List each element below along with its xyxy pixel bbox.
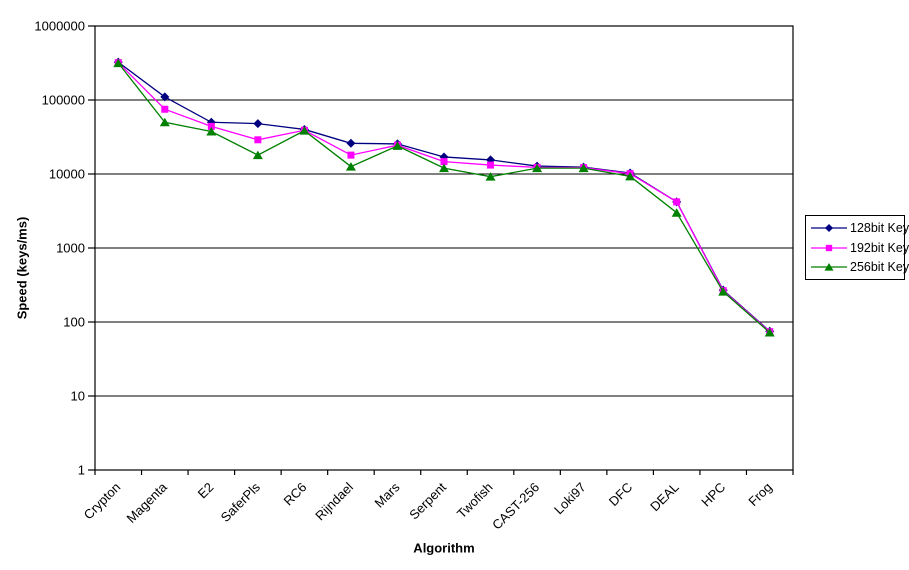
data-point-marker xyxy=(160,92,170,102)
y-axis-title: Speed (keys/ms) xyxy=(14,216,30,320)
y-tick-label: 100000 xyxy=(42,93,85,108)
data-point-marker xyxy=(764,328,775,337)
data-point-marker xyxy=(347,151,355,159)
y-tick-label: 1000000 xyxy=(34,19,85,34)
x-axis-title: Algorithm xyxy=(413,540,475,556)
data-point-marker xyxy=(825,244,833,251)
legend-item: 128bit Key xyxy=(810,221,909,235)
legend-marker-triangle-icon xyxy=(811,262,847,271)
y-tick-label: 1000 xyxy=(56,241,85,256)
data-point-marker xyxy=(346,138,356,148)
data-point-marker xyxy=(345,162,356,171)
legend-item: 192bit Key xyxy=(810,241,909,255)
data-point-marker xyxy=(252,150,263,160)
legend-marker-square-icon xyxy=(811,244,847,251)
data-point-marker xyxy=(671,208,682,217)
data-point-marker xyxy=(487,161,495,169)
series-256bit-key xyxy=(113,58,775,337)
y-tick-label: 1 xyxy=(78,463,85,478)
y-axis: 1 10 100 1000 10000 100000 1000000 xyxy=(34,19,95,478)
y-tick-label: 100 xyxy=(63,315,85,330)
data-point-marker xyxy=(254,136,262,144)
data-point-marker xyxy=(440,158,448,166)
data-point-marker xyxy=(824,224,834,233)
legend-label: 256bit Key xyxy=(850,259,909,274)
data-point-marker xyxy=(392,141,403,150)
data-point-marker xyxy=(207,122,215,130)
data-point-marker xyxy=(439,163,449,173)
legend-item: 256bit Key xyxy=(810,260,909,274)
data-point-marker xyxy=(485,172,496,181)
data-point-marker xyxy=(625,171,636,181)
data-point-marker xyxy=(532,163,543,173)
data-point-marker xyxy=(299,126,310,135)
legend-marker-diamond-icon xyxy=(811,224,847,233)
data-point-marker xyxy=(113,58,124,68)
data-point-marker xyxy=(159,117,170,127)
data-point-marker xyxy=(824,262,834,271)
data-point-marker xyxy=(673,198,681,206)
y-tick-label: 10 xyxy=(71,389,85,404)
data-point-marker xyxy=(253,119,263,129)
data-point-marker xyxy=(206,127,217,136)
y-tick-label: 10000 xyxy=(49,167,85,182)
data-point-marker xyxy=(161,105,169,113)
data-point-marker xyxy=(578,163,589,173)
legend-label: 128bit Key xyxy=(850,221,909,236)
data-point-marker xyxy=(718,287,729,296)
chart-legend: 128bit Key 192bit Key 256bit Key xyxy=(805,215,909,280)
legend-label: 192bit Key xyxy=(850,240,909,255)
